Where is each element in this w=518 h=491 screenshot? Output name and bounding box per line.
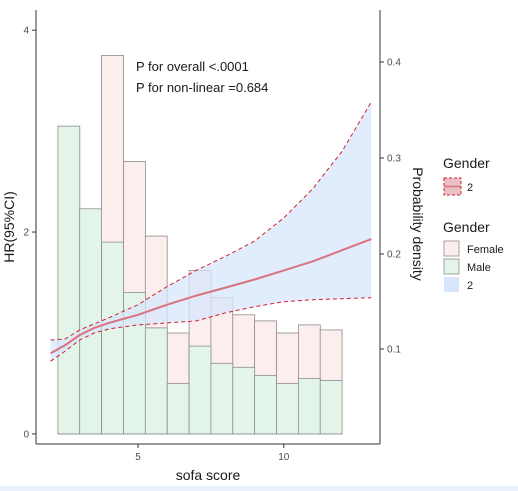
right-y-tick-label: 0.3 [387,154,401,165]
legend-male-key [443,258,460,275]
right-y-tick-label: 0.1 [387,345,401,356]
male-bar [144,327,168,435]
bottom-strip [0,486,518,491]
legend-gender-title: Gender [443,219,490,235]
ci-lower-boundary [50,297,372,362]
male-bar [79,208,102,435]
male-bar [188,345,212,435]
legend-female-label: Female [467,244,504,256]
left-y-tick-label: 2 [23,228,29,239]
male-histogram [57,125,343,435]
x-tick-label: 5 [135,452,141,463]
male-bar [210,362,234,435]
male-bar [232,366,256,435]
left-y-tick-label: 4 [23,26,29,37]
male-bar [101,241,124,435]
confidence-band [50,101,372,362]
x-axis-title: sofa score [176,467,241,483]
right-y-tick-label: 0.4 [387,58,401,69]
male-bar [319,379,343,435]
x-axis-ticks: 5 10 [135,444,290,463]
x-tick-label: 10 [278,452,290,463]
legend-ci-key [444,277,459,292]
legend-spline-title: Gender [443,155,490,171]
left-y-axis-title: HR(95%CI) [1,191,17,263]
male-bar [57,125,81,435]
left-y-tick-label: 0 [23,429,29,440]
male-bar [254,374,277,435]
legend-spline: Gender 2 [443,155,490,196]
right-y-tick-label: 0.2 [387,250,401,261]
axes [35,10,381,445]
hr-spline-line [50,238,372,355]
left-y-axis-ticks: 0 2 4 [23,26,36,440]
male-bar [166,382,190,435]
right-y-axis-title: Probability density [410,167,426,281]
male-bar [297,377,321,435]
annotation-nonlinear: P for non-linear =0.684 [136,80,268,95]
male-bar [276,382,299,435]
annotation-overall: P for overall <.0001 [136,59,249,74]
right-y-axis-ticks: 0.1 0.2 0.3 0.4 [380,58,401,356]
legend-male-label: Male [467,262,491,274]
legend-female-key [443,240,460,257]
legend-spline-label: 2 [467,182,473,194]
legend-ci-label: 2 [467,280,473,292]
legend-gender: Gender Female Male 2 [443,219,504,292]
